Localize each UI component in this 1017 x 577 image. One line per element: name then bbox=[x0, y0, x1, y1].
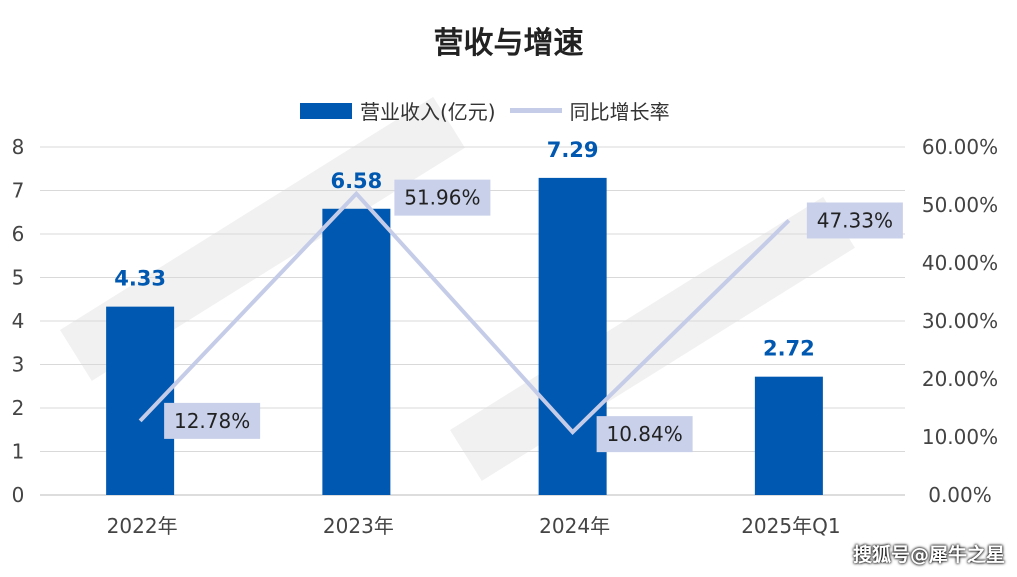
left-tick-label: 2 bbox=[12, 396, 25, 420]
left-tick-label: 8 bbox=[12, 135, 25, 159]
x-tick-label: 2025年Q1 bbox=[741, 514, 840, 538]
left-tick-label: 4 bbox=[12, 309, 25, 333]
bar-data-label: 2.72 bbox=[763, 337, 815, 361]
x-tick-label: 2024年 bbox=[539, 514, 610, 538]
right-tick-label: 30.00% bbox=[922, 309, 998, 333]
x-tick-label: 2022年 bbox=[107, 514, 178, 538]
right-tick-label: 60.00% bbox=[922, 135, 998, 159]
growth-label-box bbox=[596, 416, 693, 453]
chart-title: 营收与增速 bbox=[433, 26, 584, 61]
right-tick-label: 20.00% bbox=[922, 367, 998, 391]
bar-data-label: 7.29 bbox=[547, 138, 599, 162]
growth-label-box bbox=[806, 202, 903, 239]
left-tick-label: 1 bbox=[12, 440, 25, 464]
bar-data-label: 6.58 bbox=[330, 169, 382, 193]
right-tick-label: 10.00% bbox=[922, 425, 998, 449]
bar-revenue bbox=[322, 208, 391, 495]
right-tick-label: 0.00% bbox=[928, 483, 992, 507]
left-tick-label: 6 bbox=[12, 222, 25, 246]
right-tick-label: 40.00% bbox=[922, 251, 998, 275]
growth-data-label: 51.96% bbox=[404, 186, 480, 210]
legend-label-growth: 同比增长率 bbox=[569, 100, 670, 124]
growth-label-box bbox=[164, 402, 261, 439]
growth-line bbox=[138, 190, 791, 436]
legend-swatch-bar bbox=[300, 102, 352, 119]
bar-revenue bbox=[106, 306, 175, 495]
left-tick-label: 3 bbox=[12, 353, 25, 377]
bar-data-label: 4.33 bbox=[114, 267, 166, 291]
legend-swatch-line bbox=[509, 108, 562, 113]
growth-data-label: 10.84% bbox=[606, 422, 682, 446]
growth-data-label: 12.78% bbox=[174, 409, 250, 433]
left-tick-label: 5 bbox=[12, 266, 25, 290]
right-tick-label: 50.00% bbox=[922, 193, 998, 217]
legend: 营业收入(亿元) 同比增长率 bbox=[300, 96, 670, 125]
bar-revenue bbox=[754, 376, 823, 495]
legend-label-revenue: 营业收入(亿元) bbox=[360, 100, 496, 124]
credit-watermark: 搜狐号@犀牛之星 bbox=[852, 544, 1005, 566]
x-tick-label: 2023年 bbox=[323, 514, 394, 538]
left-tick-label: 0 bbox=[12, 483, 25, 507]
growth-label-box bbox=[394, 179, 491, 216]
growth-data-label: 47.33% bbox=[817, 208, 893, 232]
left-tick-label: 7 bbox=[12, 179, 25, 203]
bar-revenue bbox=[538, 177, 607, 495]
